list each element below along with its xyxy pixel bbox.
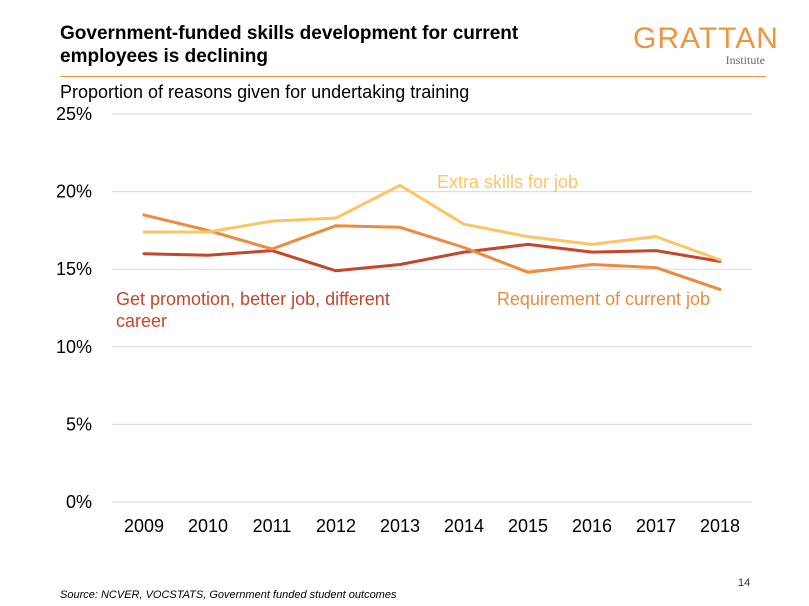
series-label: Get promotion, better job, different bbox=[116, 289, 390, 309]
series-label: Extra skills for job bbox=[437, 172, 578, 192]
page-number: 14 bbox=[738, 577, 751, 589]
series-label: Requirement of current job bbox=[497, 289, 710, 309]
x-tick-label: 2009 bbox=[124, 516, 164, 536]
y-tick-label: 15% bbox=[56, 259, 92, 279]
series-line-requirement-of-current-job bbox=[142, 213, 722, 291]
x-tick-label: 2013 bbox=[380, 516, 420, 536]
x-tick-label: 2015 bbox=[508, 516, 548, 536]
y-tick-label: 10% bbox=[56, 337, 92, 357]
y-tick-label: 25% bbox=[56, 104, 92, 124]
logo-subtext: Institute bbox=[725, 53, 765, 67]
series-label: career bbox=[116, 311, 167, 331]
x-tick-label: 2012 bbox=[316, 516, 356, 536]
x-tick-label: 2016 bbox=[572, 516, 612, 536]
series-line-get-promotion-better-job-different-career bbox=[142, 242, 722, 273]
y-tick-label: 20% bbox=[56, 182, 92, 202]
y-tick-label: 5% bbox=[66, 414, 92, 434]
chart-subtitle: Proportion of reasons given for undertak… bbox=[60, 82, 470, 102]
header-divider bbox=[60, 76, 766, 77]
y-tick-label: 0% bbox=[66, 492, 92, 512]
x-tick-label: 2011 bbox=[253, 516, 292, 536]
source-note: Source: NCVER, VOCSTATS, Government fund… bbox=[60, 589, 397, 601]
series-line-extra-skills-for-job bbox=[142, 183, 722, 262]
grattan-logo: GRATTAN Institute bbox=[633, 22, 779, 67]
x-tick-label: 2017 bbox=[636, 516, 676, 536]
x-tick-label: 2010 bbox=[188, 516, 228, 536]
x-tick-label: 2014 bbox=[444, 516, 484, 536]
logo-wordmark: GRATTAN bbox=[633, 22, 779, 55]
x-tick-label: 2018 bbox=[700, 516, 740, 536]
chart-title: Government-funded skills development for… bbox=[60, 23, 519, 67]
